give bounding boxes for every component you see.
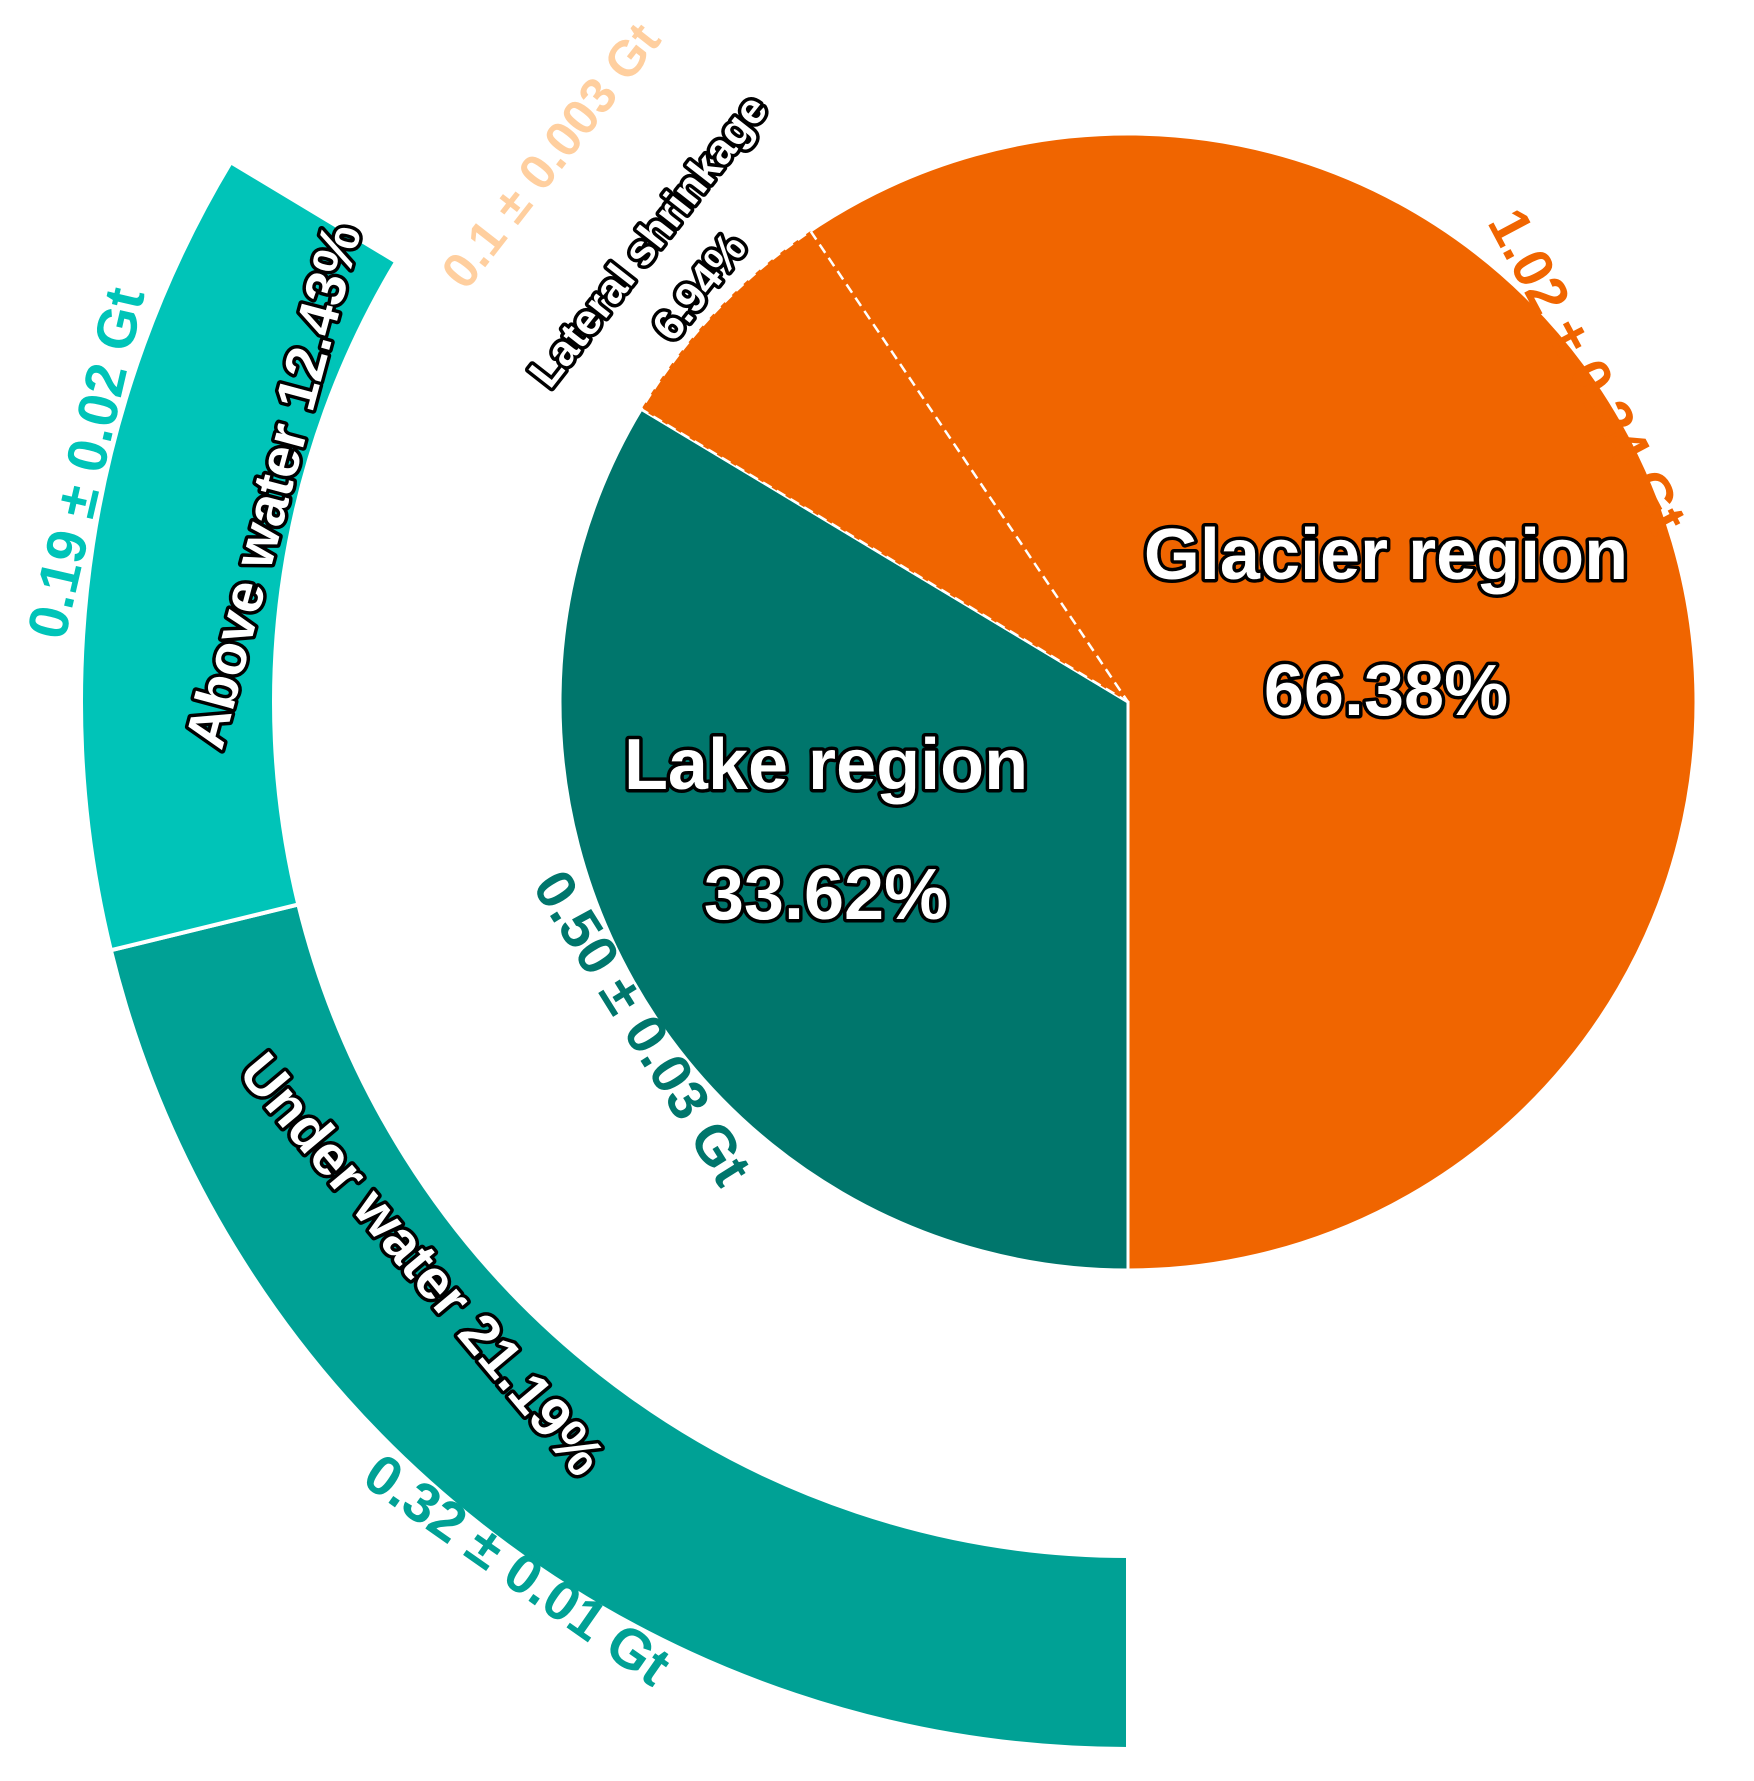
slice-value-label-part: 66.38% [1264,651,1508,731]
ring-segment [79,159,399,953]
slice-label: Glacier region [1144,515,1628,595]
slice-value-label: 66.38% [1264,651,1508,731]
pie-slice [558,407,1130,1272]
slice-label: Lake region [624,725,1028,805]
ring-segment [108,902,1130,1752]
slice-value-label: 33.62% [704,855,948,935]
sub-slice [639,229,1130,704]
slice-value-label-part: 33.62% [704,855,948,935]
slice-label-part: Glacier region [1144,515,1628,595]
slice-label-part: Lake region [624,725,1028,805]
